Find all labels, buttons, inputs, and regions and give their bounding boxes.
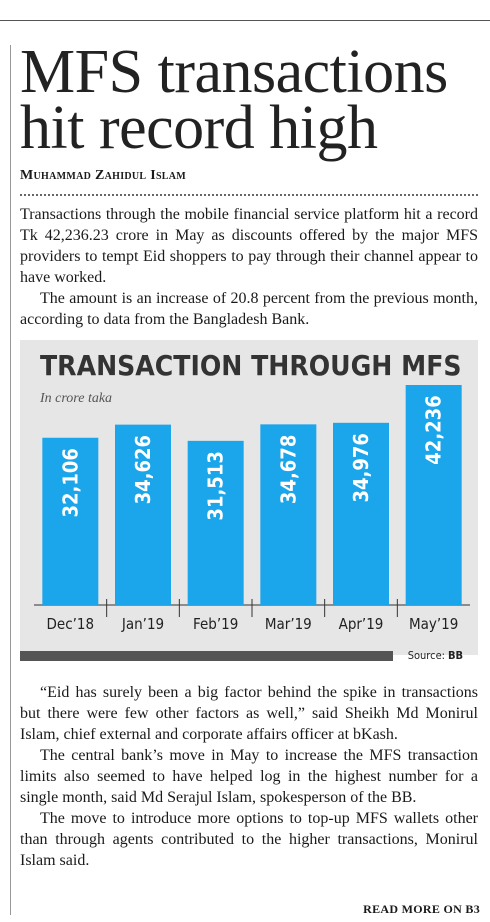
x-tick-label: Mar’19 <box>265 615 312 633</box>
x-tick-label: Dec’18 <box>47 615 95 633</box>
paragraph: Transactions through the mobile financia… <box>20 206 478 286</box>
paragraph: “Eid has surely been a big factor behind… <box>20 684 478 743</box>
bar <box>405 385 462 605</box>
value-label: 42,236 <box>422 395 446 464</box>
bar <box>333 422 389 605</box>
column-rule <box>10 45 11 915</box>
paragraph: The central bank’s move in May to increa… <box>20 747 478 806</box>
bar <box>187 440 244 605</box>
headline: MFS transactions hit record high <box>20 38 490 162</box>
headline-line: MFS transactions <box>20 38 448 106</box>
body-bottom: “Eid has surely been a big factor behind… <box>20 682 478 871</box>
bar <box>115 424 171 605</box>
paragraph: The move to introduce more options to to… <box>20 810 478 869</box>
value-label: 32,106 <box>58 448 82 517</box>
bar <box>260 424 317 605</box>
x-tick-label: Apr’19 <box>339 615 384 633</box>
source-label: Source: <box>408 649 445 662</box>
source-bar <box>20 651 393 661</box>
paragraph: The amount is an increase of 20.8 percen… <box>20 290 478 328</box>
value-label: 31,513 <box>204 451 228 520</box>
chart: TRANSACTION THROUGH MFS In crore taka So… <box>20 340 478 662</box>
headline-line: hit record high <box>20 94 378 162</box>
byline: Muhammad Zahidul Islam <box>20 168 187 183</box>
chart-title: TRANSACTION THROUGH MFS <box>40 349 462 382</box>
bar <box>42 437 99 605</box>
divider <box>20 194 478 196</box>
value-label: 34,976 <box>349 433 373 502</box>
read-more: READ MORE ON B3 <box>363 902 480 916</box>
x-tick-label: May’19 <box>409 615 458 633</box>
x-tick-label: Feb’19 <box>193 615 238 633</box>
value-label: 34,678 <box>276 435 300 504</box>
source: BB <box>448 649 463 662</box>
body-top: Transactions through the mobile financia… <box>20 204 478 330</box>
value-label: 34,626 <box>131 435 155 504</box>
top-rule <box>0 20 490 21</box>
chart-subtitle: In crore taka <box>39 391 112 406</box>
x-tick-label: Jan’19 <box>121 615 164 633</box>
